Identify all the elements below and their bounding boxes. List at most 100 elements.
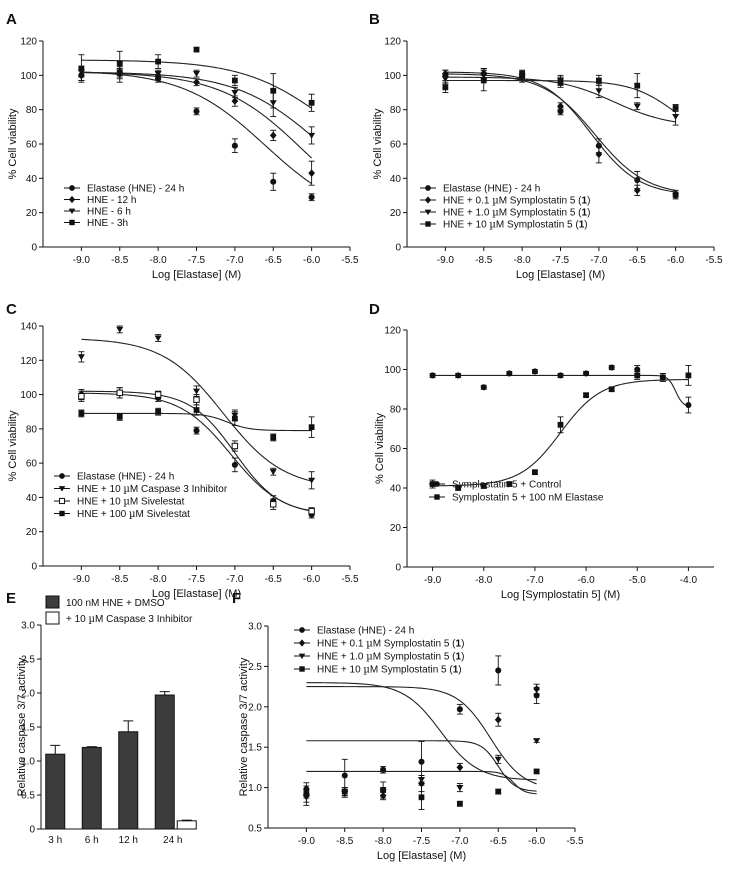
data-point: [341, 788, 348, 795]
data-point: [308, 132, 316, 139]
legend-marker: [425, 185, 431, 191]
fit-curve: [81, 338, 312, 482]
data-point: [506, 481, 513, 487]
data-point: [192, 388, 201, 395]
y-tick-label: 1.0: [21, 757, 35, 768]
data-point: [341, 772, 348, 779]
data-point: [595, 88, 603, 95]
legend-text-part: ): [458, 665, 461, 676]
y-tick-label: 20: [390, 208, 402, 219]
y-tick-label: 0: [395, 563, 401, 574]
panel-d: D 0 20 40 60 80 100 120 % Cell viability -9.0 -8.0…: [369, 301, 714, 601]
legend-text-part: Elastase (HNE) - 24 h: [443, 184, 540, 195]
data-point: [154, 335, 162, 342]
data-point: [193, 108, 200, 115]
y-tick-label: 2.0: [248, 702, 262, 713]
fit-curve: [306, 770, 537, 795]
data-point: [78, 410, 85, 417]
x-axis-label: Log [Elastase] (M): [516, 269, 605, 281]
x-tick-label: -8.0: [514, 255, 532, 266]
data-point: [418, 794, 425, 801]
data-point: [441, 76, 449, 83]
x-tick-label: -8.0: [150, 255, 168, 266]
legend-text-part: µ: [89, 614, 96, 625]
x-tick-label: -7.5: [413, 836, 431, 847]
x-tick-label: -9.0: [437, 255, 455, 266]
legend-text-part: HNE + 10: [443, 220, 489, 231]
x-tick-label: -6.5: [629, 255, 647, 266]
y-tick-label: 2.5: [248, 662, 262, 673]
legend-text-part: µ: [123, 497, 130, 508]
data-point: [533, 685, 540, 693]
data-point: [308, 169, 315, 178]
data-point: [231, 415, 238, 422]
y-tick-label: 0: [31, 243, 37, 254]
legend-label: HNE + 0.1 µM Symplostatin 5 (1): [317, 639, 464, 650]
legend-label: HNE - 6 h: [87, 207, 131, 218]
x-tick-label: -5.5: [705, 255, 723, 266]
data-point: [193, 396, 200, 403]
data-point: [494, 715, 502, 724]
fit-curve: [445, 71, 676, 193]
x-tick-label: -4.0: [680, 575, 698, 586]
legend-label: Elastase (HNE) - 24 h: [317, 626, 414, 637]
bar: [81, 746, 102, 830]
y-tick-label: 80: [390, 405, 402, 416]
data-point: [231, 89, 239, 96]
y-axis-label: % Cell viability: [372, 108, 384, 179]
panel-b: B 0 20 40 60 80 100 120 % Cell viability -9.0 -8.5…: [369, 11, 723, 281]
y-tick-label: 120: [384, 326, 401, 337]
data-point: [480, 77, 487, 84]
y-tick-label: 80: [390, 105, 402, 116]
legend-text-part: + 10: [66, 614, 89, 625]
data-point: [308, 424, 315, 431]
x-axis-label: Log [Elastase] (M): [152, 269, 241, 281]
data-point: [455, 485, 462, 491]
legend-label: Elastase (HNE) - 24 h: [87, 184, 184, 195]
x-tick-label: -5.0: [629, 575, 647, 586]
data-point: [456, 706, 463, 713]
legend-text-part: Elastase (HNE) - 24 h: [87, 184, 184, 195]
legend-text-part: µ: [489, 220, 496, 231]
data-point: [557, 79, 564, 86]
legend-text-part: HNE - 3h: [87, 218, 128, 229]
data-point: [231, 461, 238, 468]
legend-text-part: Symplostatin 5 + 100 nM Elastase: [452, 493, 604, 504]
legend-text-part: ): [461, 652, 464, 663]
data-point: [193, 407, 200, 413]
data-point: [77, 354, 85, 361]
legend-text-part: µ: [129, 509, 136, 520]
panel-letter: C: [6, 301, 17, 318]
x-tick-label: -7.0: [226, 255, 244, 266]
x-tick-label: -7.0: [226, 574, 244, 585]
legend-text-part: M Caspase 3 Inhibitor: [130, 484, 228, 495]
x-axis-label: Log [Symplostatin 5] (M): [501, 589, 620, 601]
data-point: [494, 756, 502, 763]
data-point: [429, 481, 436, 487]
legend-marker: [425, 221, 431, 227]
legend-label: HNE + 10 µM Caspase 3 Inhibitor: [77, 484, 228, 495]
legend-label: HNE + 0.1 µM Symplostatin 5 (1): [443, 196, 590, 207]
x-tick-label: -8.0: [150, 574, 168, 585]
x-tick-label: -7.5: [188, 574, 206, 585]
data-point: [456, 800, 463, 807]
category-label: 24 h: [163, 835, 182, 846]
category-label: 12 h: [119, 835, 138, 846]
data-point: [672, 113, 680, 120]
legend-marker: [59, 473, 65, 479]
data-point: [557, 102, 564, 111]
legend-marker: [68, 208, 76, 215]
panel-letter: B: [369, 11, 380, 28]
legend-text-part: 100 nM HNE + DMSO: [66, 598, 165, 609]
y-tick-label: 2.5: [21, 655, 35, 666]
fit-curve: [306, 682, 537, 781]
x-tick-label: -8.5: [475, 255, 493, 266]
category-label: 6 h: [85, 835, 99, 846]
y-tick-label: 120: [20, 37, 37, 48]
data-point: [455, 372, 462, 379]
data-point: [308, 507, 315, 515]
series-3: [78, 46, 315, 112]
legend-label: 100 nM HNE + DMSO: [66, 598, 165, 609]
legend-text-part: HNE + 0.1: [443, 196, 492, 207]
data-point: [595, 77, 602, 84]
